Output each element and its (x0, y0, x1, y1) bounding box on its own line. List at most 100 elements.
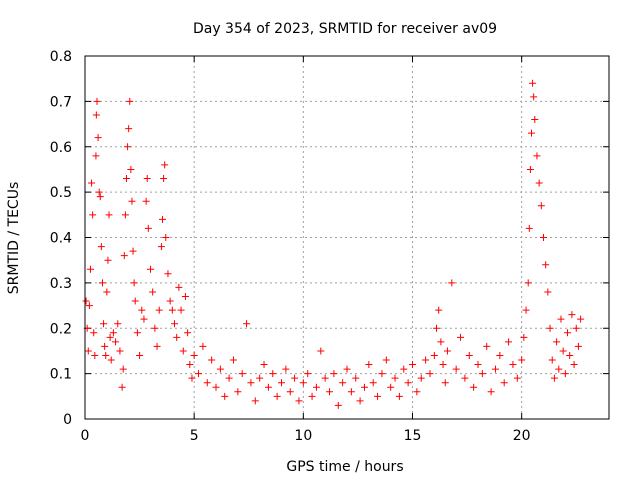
x-tick-label: 5 (190, 428, 199, 444)
data-point (474, 361, 482, 369)
data-point (326, 388, 334, 396)
data-point (308, 392, 316, 400)
data-point (104, 256, 112, 264)
data-point (120, 252, 128, 260)
data-point (159, 215, 167, 223)
data-point (457, 333, 465, 341)
data-point (566, 351, 574, 359)
data-point (126, 97, 134, 105)
data-point (93, 97, 101, 105)
data-point (203, 379, 211, 387)
data-point (129, 247, 137, 255)
y-tick-label: 0.3 (50, 276, 72, 292)
data-point (491, 365, 499, 373)
data-point (564, 329, 572, 337)
data-point (395, 392, 403, 400)
x-tick-label: 15 (404, 428, 422, 444)
data-point (116, 347, 124, 355)
data-point (100, 320, 108, 328)
data-point (175, 283, 183, 291)
data-point (513, 374, 521, 382)
y-tick-label: 0.4 (50, 231, 72, 247)
x-tick-label: 0 (81, 428, 90, 444)
data-point (184, 329, 192, 337)
data-point (143, 175, 151, 183)
chart-title: Day 354 of 2023, SRMTID for receiver av0… (193, 21, 497, 37)
data-point (422, 356, 430, 364)
data-point (317, 347, 325, 355)
data-point (347, 388, 355, 396)
data-point (138, 306, 146, 314)
data-point (181, 292, 189, 300)
data-point (144, 224, 152, 232)
plot-frame (84, 55, 610, 420)
data-point (212, 383, 220, 391)
data-point (92, 152, 100, 160)
x-tick-label: 20 (513, 428, 531, 444)
data-point (140, 315, 148, 323)
data-point (247, 379, 255, 387)
data-point (286, 388, 294, 396)
data-point (540, 234, 547, 241)
data-point (526, 165, 534, 173)
data-point (391, 374, 399, 382)
data-point (548, 356, 556, 364)
data-point (112, 338, 120, 346)
data-point (430, 351, 438, 359)
data-point (365, 361, 373, 369)
data-point (530, 93, 538, 101)
data-point (124, 143, 132, 151)
data-point (153, 342, 161, 350)
data-point (106, 333, 114, 341)
data-point (400, 365, 408, 373)
data-point (568, 311, 576, 319)
y-tick-label: 0.5 (50, 185, 72, 201)
data-point (97, 243, 105, 251)
data-point (334, 401, 342, 409)
data-point (229, 356, 237, 364)
data-point (208, 356, 216, 364)
data-point (409, 361, 416, 369)
data-point (101, 342, 109, 350)
data-point (157, 243, 165, 251)
data-point (483, 342, 491, 350)
data-point (102, 351, 110, 359)
data-point (127, 165, 135, 173)
data-point (260, 361, 268, 369)
data-point (82, 297, 90, 305)
data-point (295, 397, 303, 405)
y-tick-label: 0.8 (50, 49, 72, 65)
data-point (570, 361, 578, 369)
data-point (352, 374, 360, 382)
data-point (130, 279, 138, 287)
data-point (550, 374, 558, 382)
data-point (299, 379, 307, 387)
data-points (82, 79, 585, 409)
data-point (304, 370, 312, 378)
data-point (382, 356, 390, 364)
data-point (186, 361, 194, 369)
data-point (496, 351, 504, 359)
data-point (360, 383, 368, 391)
data-point (439, 361, 447, 369)
data-point (136, 351, 144, 359)
data-point (461, 374, 469, 382)
data-point (544, 288, 552, 296)
data-point (437, 338, 445, 346)
data-point (221, 392, 229, 400)
data-point (343, 365, 351, 373)
data-point (518, 356, 526, 364)
data-point (155, 306, 163, 314)
data-point (160, 175, 168, 183)
data-point (234, 388, 242, 396)
data-point (195, 370, 203, 378)
data-point (378, 370, 386, 378)
data-point (149, 288, 157, 296)
data-point (452, 365, 460, 373)
data-point (339, 379, 347, 387)
y-tick-label: 0.7 (50, 94, 72, 110)
data-point (199, 342, 207, 350)
data-point (465, 351, 473, 359)
data-point (404, 379, 412, 387)
